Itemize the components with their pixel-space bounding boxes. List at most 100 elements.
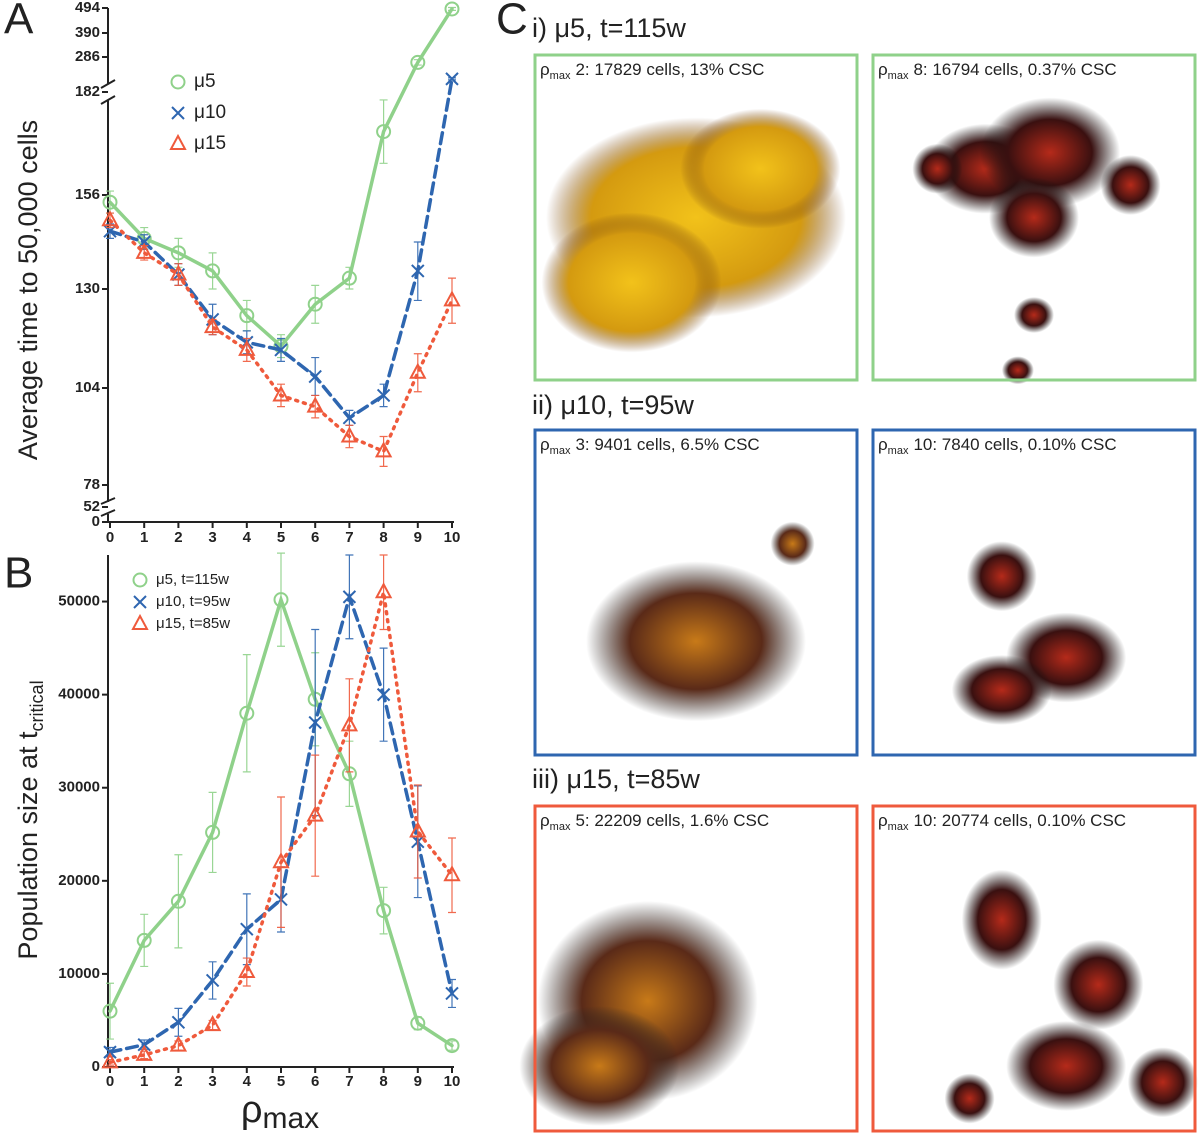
error-bar	[448, 277, 456, 324]
y-tick-label: 182	[75, 83, 100, 100]
legend-marker	[169, 133, 187, 150]
y-tick-label: 78	[83, 476, 100, 493]
y-tick-label: 30000	[58, 779, 100, 796]
y-axis-label: Population size at tcritical	[13, 680, 47, 959]
y-tick-label: 156	[75, 186, 100, 203]
y-tick-label: 10000	[58, 965, 100, 982]
x-tick-label: 4	[243, 529, 252, 546]
x-tick-label: 9	[414, 1073, 422, 1090]
caption-symbol: ρ	[878, 435, 888, 454]
marker	[205, 263, 221, 279]
legend-label: μ5, t=115w	[156, 571, 229, 588]
cell-cluster	[961, 869, 1042, 970]
y-axis-label: Average time to 50,000 cells	[13, 120, 43, 460]
x-tick-label: 6	[311, 1073, 319, 1090]
image-caption: ρmax 5: 22209 cells, 1.6% CSC	[540, 811, 769, 832]
marker	[443, 865, 461, 882]
y-tick-label: 20000	[58, 872, 100, 889]
caption-subscript: max	[550, 70, 571, 82]
x-tick-label: 4	[243, 1073, 252, 1090]
image-caption: ρmax 10: 7840 cells, 0.10% CSC	[878, 435, 1117, 456]
caption-symbol: ρ	[878, 60, 888, 79]
marker	[410, 54, 426, 70]
caption-subscript: max	[888, 70, 909, 82]
marker	[445, 72, 459, 86]
caption-subscript: max	[550, 821, 571, 833]
marker	[376, 388, 391, 403]
legend-label: μ10, t=95w	[156, 593, 230, 610]
marker	[135, 1044, 153, 1061]
panel-letter: C	[496, 0, 528, 44]
caption-symbol: ρ	[878, 811, 888, 830]
cell-cluster	[980, 97, 1121, 208]
x-tick-label: 10	[444, 1073, 461, 1090]
row-title: ii) μ10, t=95w	[532, 390, 694, 420]
image-caption: ρmax 10: 20774 cells, 0.10% CSC	[878, 811, 1126, 832]
caption-text: 8: 16794 cells, 0.37% CSC	[913, 60, 1116, 79]
x-tick-label: 9	[414, 529, 422, 546]
marker	[103, 1045, 117, 1059]
x-tick-label: 3	[208, 1073, 216, 1090]
series-line	[108, 593, 454, 1048]
marker	[342, 590, 357, 604]
x-label-main: ρ	[241, 1089, 263, 1131]
image-caption: ρmax 8: 16794 cells, 0.37% CSC	[878, 60, 1117, 81]
axis-break	[100, 79, 116, 517]
marker	[444, 1, 460, 17]
marker	[102, 194, 118, 210]
image-frame	[871, 428, 1197, 757]
legend-label: μ5	[194, 71, 216, 92]
x-tick-label: 6	[311, 529, 319, 546]
marker	[238, 961, 256, 979]
marker	[272, 385, 290, 402]
marker	[137, 1037, 151, 1052]
cell-cluster	[1001, 356, 1034, 385]
marker	[410, 1015, 426, 1031]
marker	[136, 932, 152, 948]
marker	[205, 973, 220, 988]
marker	[239, 705, 255, 721]
cell-cluster	[680, 108, 841, 229]
marker	[308, 369, 322, 384]
marker	[308, 715, 322, 730]
image-caption: ρmax 2: 17829 cells, 13% CSC	[540, 60, 764, 81]
error-bar	[413, 353, 422, 393]
marker	[170, 893, 186, 909]
image-frame	[871, 53, 1197, 382]
panel-letter: B	[4, 549, 33, 598]
marker	[444, 1038, 460, 1054]
marker	[135, 242, 153, 259]
cell-cluster	[966, 541, 1037, 612]
cell-cluster	[1006, 1021, 1127, 1111]
caption-text: 2: 17829 cells, 13% CSC	[575, 60, 764, 79]
marker	[238, 339, 256, 356]
image-frame	[533, 53, 859, 382]
y-tick-label: 130	[75, 280, 100, 297]
panel-letter: A	[4, 0, 34, 44]
legend-label: μ10	[194, 102, 226, 123]
x-tick-label: 2	[174, 529, 182, 546]
cell-cluster	[1127, 1047, 1198, 1118]
legend-marker	[132, 572, 148, 588]
x-tick-label: 2	[174, 1073, 182, 1090]
marker	[376, 687, 391, 702]
series-line	[108, 77, 454, 421]
marker	[445, 986, 459, 1001]
y-label-sub: critical	[27, 680, 47, 731]
marker	[342, 411, 357, 425]
error-bar	[448, 837, 456, 914]
image-frame	[533, 804, 859, 1133]
y-label-main: Population size at t	[13, 731, 43, 960]
legend-marker	[131, 613, 149, 630]
marker	[169, 264, 188, 281]
x-axis-label: ρmax	[241, 1089, 319, 1134]
series-line	[108, 7, 454, 349]
marker	[239, 308, 255, 324]
series-line	[108, 591, 454, 1065]
x-tick-label: 8	[379, 529, 387, 546]
marker	[443, 290, 461, 307]
marker	[101, 210, 119, 227]
cell-cluster	[951, 655, 1052, 725]
series-line	[108, 218, 454, 454]
